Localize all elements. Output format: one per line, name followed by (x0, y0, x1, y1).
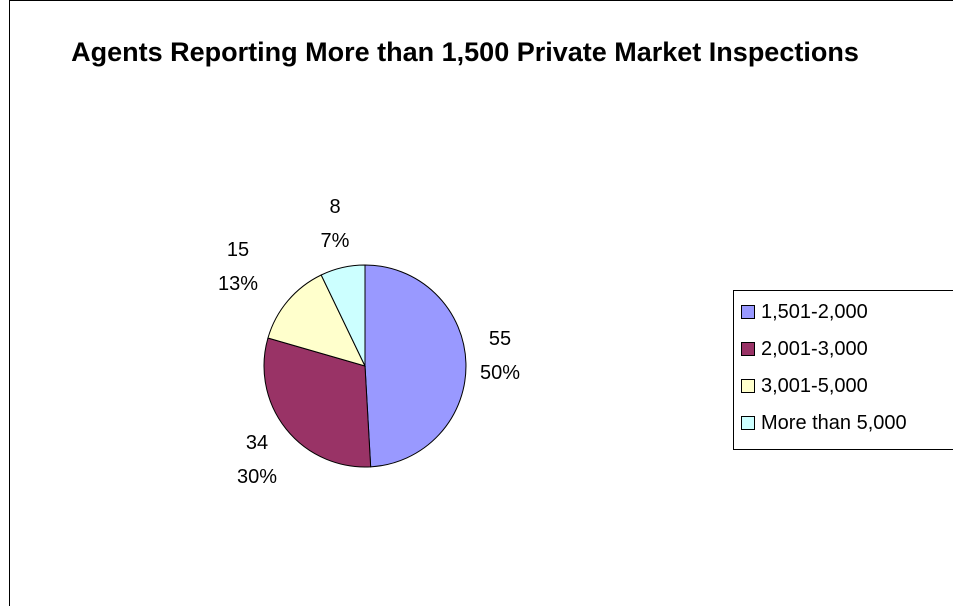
data-label-percent: 7% (321, 230, 350, 252)
data-label: 15 13% (218, 239, 258, 295)
legend-label: 3,001-5,000 (761, 374, 868, 397)
legend-swatch (741, 379, 755, 393)
data-label-percent: 13% (218, 273, 258, 295)
legend-swatch (741, 416, 755, 430)
legend-item: 3,001-5,000 (741, 371, 868, 401)
legend-label: 2,001-3,000 (761, 337, 868, 360)
legend-label: More than 5,000 (761, 411, 907, 434)
data-label-percent: 50% (480, 362, 520, 384)
legend-label: 1,501-2,000 (761, 300, 868, 323)
legend-item: More than 5,000 (741, 408, 907, 438)
legend-item: 1,501-2,000 (741, 297, 868, 327)
pie-slice (267, 274, 366, 367)
chart-title: Agents Reporting More than 1,500 Private… (71, 37, 859, 67)
data-label-value: 34 (246, 432, 268, 454)
chart-frame (9, 0, 953, 606)
data-label-value: 8 (329, 196, 340, 218)
pie-slice (364, 264, 467, 468)
data-label: 34 30% (237, 432, 277, 488)
legend-swatch (741, 342, 755, 356)
data-label: 55 50% (480, 328, 520, 384)
legend-item: 2,001-3,000 (741, 334, 868, 364)
legend: 1,501-2,000 2,001-3,000 3,001-5,000 More th… (733, 290, 953, 450)
pie-slice (263, 337, 372, 468)
legend-swatch (741, 305, 755, 319)
data-label-value: 15 (227, 239, 249, 261)
data-label-percent: 30% (237, 466, 277, 488)
pie-slice (320, 264, 366, 367)
data-label-value: 55 (489, 328, 511, 350)
data-label: 8 7% (321, 196, 350, 252)
